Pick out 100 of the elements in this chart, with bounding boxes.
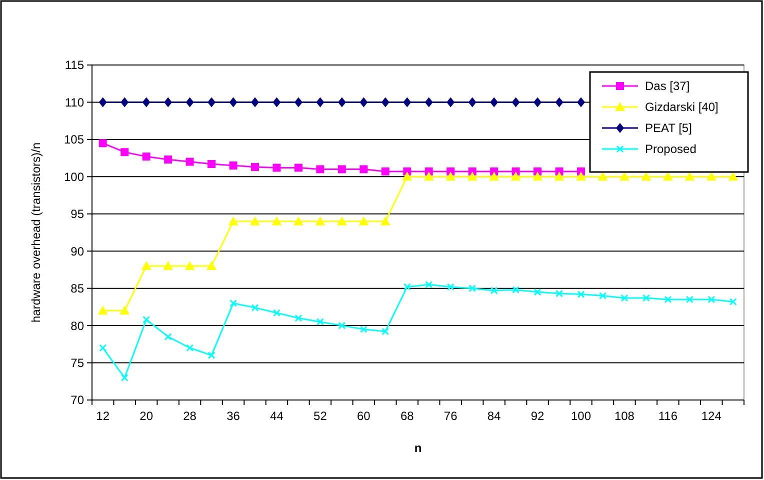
point	[228, 216, 238, 226]
point	[294, 164, 302, 172]
point	[120, 148, 129, 156]
point	[164, 332, 172, 340]
point	[598, 292, 606, 300]
point	[641, 172, 652, 181]
y-tick-label: 105	[64, 132, 84, 147]
point	[164, 97, 172, 108]
point	[186, 97, 194, 108]
point	[142, 316, 150, 324]
point	[468, 284, 476, 292]
legend-label: Gizdarski [40]	[645, 100, 718, 114]
point	[708, 296, 716, 304]
point	[230, 299, 238, 307]
point	[532, 172, 543, 181]
point	[336, 216, 347, 226]
point	[446, 283, 454, 291]
point	[403, 283, 411, 291]
point	[98, 306, 108, 315]
point	[360, 165, 368, 174]
point	[576, 172, 586, 181]
point	[163, 261, 174, 270]
x-tick-label: 52	[314, 409, 328, 423]
point	[424, 172, 434, 181]
point	[446, 97, 455, 108]
point	[184, 261, 195, 270]
y-tick-label: 75	[70, 356, 84, 370]
point	[619, 172, 630, 181]
point	[338, 165, 346, 174]
point	[208, 160, 216, 168]
point	[729, 298, 737, 306]
point	[164, 156, 172, 164]
x-tick-label: 108	[614, 409, 635, 423]
y-tick-label: 80	[70, 318, 84, 333]
x-tick-label: 60	[356, 409, 371, 423]
point	[403, 97, 412, 108]
point	[555, 97, 564, 108]
point	[467, 172, 478, 181]
point	[620, 294, 628, 302]
point	[208, 352, 216, 360]
point	[208, 97, 216, 108]
point	[120, 97, 129, 108]
point	[512, 97, 520, 108]
x-tick-label: 68	[400, 409, 414, 423]
point	[686, 296, 694, 304]
legend-label: PEAT [5]	[645, 121, 692, 136]
point	[512, 286, 520, 294]
legend-label: Proposed	[645, 142, 696, 156]
point	[510, 172, 521, 181]
point	[293, 216, 304, 226]
y-tick-label: 100	[64, 170, 84, 184]
point	[554, 172, 564, 181]
y-tick-label: 85	[70, 282, 84, 296]
point	[381, 167, 390, 176]
x-tick-label: 36	[226, 409, 240, 423]
point	[251, 162, 259, 171]
y-tick-label: 110	[64, 95, 84, 110]
legend-label: Das [37]	[645, 79, 690, 94]
point	[380, 216, 390, 226]
point	[250, 216, 260, 226]
point	[577, 97, 585, 108]
point	[468, 97, 476, 108]
point	[98, 139, 107, 148]
point	[141, 261, 152, 270]
point	[358, 216, 369, 226]
point	[598, 172, 608, 181]
x-tick-label: 84	[487, 409, 502, 423]
point	[684, 172, 695, 181]
point	[728, 172, 738, 181]
point	[446, 172, 456, 181]
y-tick-label: 90	[70, 244, 84, 258]
y-tick-label: 115	[64, 58, 84, 72]
point	[662, 172, 673, 181]
point	[382, 328, 390, 336]
y-axis-title: hardware overhead (transistors)/n	[29, 142, 43, 323]
point	[534, 97, 542, 108]
point	[120, 306, 130, 315]
point	[272, 97, 281, 108]
point	[642, 294, 650, 302]
point	[338, 322, 346, 330]
point	[294, 314, 302, 322]
point	[142, 97, 150, 108]
point	[206, 261, 217, 270]
x-tick-label: 28	[183, 409, 197, 423]
point	[316, 318, 324, 326]
x-axis-title: n	[414, 441, 422, 455]
point	[360, 97, 368, 108]
point	[381, 97, 390, 108]
point	[120, 374, 128, 382]
point	[316, 165, 324, 174]
x-tick-label: 76	[444, 409, 458, 423]
point	[272, 216, 282, 226]
point	[556, 290, 564, 298]
point	[272, 164, 281, 172]
point	[489, 172, 500, 181]
point	[706, 172, 716, 181]
point	[490, 97, 498, 108]
point	[577, 290, 585, 298]
point	[424, 97, 433, 108]
point	[360, 326, 368, 334]
